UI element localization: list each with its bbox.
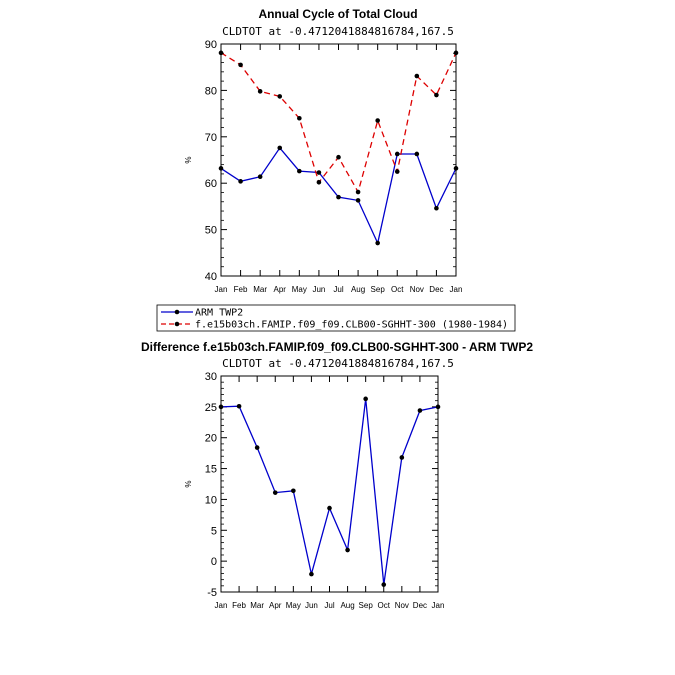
- chart1-ytick-label: 50: [205, 225, 217, 237]
- chart1-xtick-label-may: May: [292, 285, 307, 294]
- chart2-xtick-label-oct: Oct: [378, 601, 391, 610]
- chart1-series-0-point: [277, 145, 283, 151]
- chart1-series-1-point: [316, 179, 322, 185]
- legend-marker-model: [174, 321, 180, 327]
- chart1-xtick-label-nov: Nov: [410, 285, 424, 294]
- chart1-series-1-point: [277, 94, 283, 99]
- chart2-xtick-label-jan: Jan: [215, 601, 228, 610]
- chart2-series-0-point: [363, 396, 368, 402]
- chart2-series-line-0: [220, 398, 439, 585]
- chart2-subtitle: CLDTOT at -0.4712041884816784,167.5: [222, 357, 454, 370]
- chart1-xtick-label-mar: Mar: [253, 285, 267, 294]
- chart2-series-0-point: [272, 490, 278, 495]
- chart2-series-0-point: [435, 404, 441, 410]
- chart1-series-1-point: [257, 89, 263, 94]
- chart2-series-0-point: [254, 445, 260, 450]
- chart2-ytick-label: 0: [211, 556, 217, 568]
- chart2-series-0-point: [309, 571, 314, 577]
- chart2-ytick-label: -5: [207, 587, 217, 599]
- chart2-series-0-point: [291, 488, 296, 494]
- chart2-xtick-label-jul: Jul: [324, 601, 334, 610]
- chart2-frame: [220, 375, 439, 593]
- chart1-series-0-point: [218, 166, 224, 171]
- chart1-ylabel: %: [184, 156, 193, 163]
- chart1-series-0-point: [434, 205, 439, 211]
- chart1-series-0-point: [414, 151, 420, 157]
- chart1-subtitle: CLDTOT at -0.4712041884816784,167.5: [222, 25, 454, 38]
- chart1-series-0-point: [336, 194, 341, 200]
- legend-label-arm: ARM TWP2: [195, 308, 243, 319]
- legend-label-model: f.e15b03ch.FAMIP.f09_f09.CLB00-SGHHT-300…: [195, 320, 508, 331]
- chart1-series-1-point: [394, 169, 400, 174]
- chart1-xtick-label-sep: Sep: [371, 285, 386, 294]
- chart1-series-0-point: [238, 179, 243, 184]
- chart2-ytick-label: 20: [205, 433, 217, 445]
- chart1-series-1-point: [414, 73, 420, 79]
- chart2-xtick-label-apr: Apr: [269, 601, 282, 610]
- chart2-plot-area: -5 0 5 10 15 20 25 30 Jan Feb Mar Apr May Jun Jul Aug Se…: [205, 371, 445, 610]
- chart2-series-0-point: [327, 505, 332, 511]
- chart1-series-1-point: [375, 118, 380, 123]
- chart1-series-0-point: [297, 168, 302, 174]
- chart1-series-0-point: [375, 240, 380, 246]
- chart1-series-1-point: [297, 115, 302, 121]
- chart2-ytick-label: 5: [211, 525, 217, 537]
- chart1-xtick-label-dec: Dec: [429, 285, 443, 294]
- chart1-series-1-point: [434, 92, 439, 98]
- chart2-xtick-label-nov: Nov: [395, 601, 409, 610]
- chart1-series-1-point: [218, 50, 224, 56]
- chart1-ytick-label: 40: [205, 271, 217, 283]
- chart1-series-1-point: [453, 50, 459, 56]
- chart1-frame: [220, 43, 457, 277]
- chart2-series-0-point: [381, 582, 387, 587]
- chart1-ytick-label: 60: [205, 178, 217, 190]
- chart2-series-0-point: [218, 404, 224, 410]
- chart2-ytick-label: 30: [205, 371, 217, 383]
- chart2-ytick-label: 25: [205, 402, 217, 414]
- chart2-xtick-label-feb: Feb: [232, 601, 246, 610]
- chart2-xtick-label-jun: Jun: [305, 601, 318, 610]
- chart1-series-0-point: [257, 174, 263, 180]
- chart1-series-1-point: [355, 189, 361, 195]
- chart1-series-1-point: [238, 62, 243, 68]
- legend-marker-arm: [174, 309, 180, 315]
- chart2-xtick-label-jan: Jan: [432, 601, 445, 610]
- chart1-ytick-label: 70: [205, 132, 217, 144]
- chart1-xtick-label-jan: Jan: [215, 285, 228, 294]
- chart2-series-0-point: [399, 455, 405, 460]
- chart1-xtick-label-jun: Jun: [312, 285, 325, 294]
- chart2-ytick-label: 10: [205, 494, 217, 506]
- chart2-xtick-label-dec: Dec: [413, 601, 427, 610]
- chart2-series-0-point: [345, 547, 350, 553]
- chart1-series-0-point: [453, 166, 459, 171]
- chart1-xtick-label-jan: Jan: [450, 285, 463, 294]
- chart1-series-1-point: [336, 154, 341, 160]
- chart2-xtick-label-mar: Mar: [250, 601, 264, 610]
- legend-box: [156, 304, 516, 332]
- chart2-series-0-point: [417, 408, 423, 413]
- chart1-xtick-label-feb: Feb: [234, 285, 248, 294]
- chart1-plot-area: 40 50 60 70 80 90 Jan Feb Mar Apr May Jun Jul Aug Sep O…: [205, 39, 463, 294]
- chart1-series-0-point: [394, 151, 400, 157]
- chart1-xtick-label-oct: Oct: [391, 285, 404, 294]
- chart2-xtick-label-sep: Sep: [359, 601, 374, 610]
- chart1-ytick-label: 80: [205, 85, 217, 97]
- chart1-series-0-point: [355, 198, 361, 203]
- chart1-xtick-label-aug: Aug: [351, 285, 365, 294]
- chart1-xtick-label-apr: Apr: [274, 285, 287, 294]
- chart2-ylabel: %: [184, 480, 193, 487]
- chart1-series-line-1: [220, 52, 457, 194]
- chart1-title: Annual Cycle of Total Cloud: [258, 7, 417, 21]
- chart2-ytick-label: 15: [205, 464, 217, 476]
- chart1-ytick-label: 90: [205, 39, 217, 51]
- chart2-xtick-label-aug: Aug: [340, 601, 354, 610]
- chart1-legend: ARM TWP2 f.e15b03ch.FAMIP.f09_f09.CLB00-…: [156, 304, 516, 332]
- chart2-title: Difference f.e15b03ch.FAMIP.f09_f09.CLB0…: [141, 340, 533, 354]
- chart1-xtick-label-jul: Jul: [333, 285, 343, 294]
- chart2-xtick-label-may: May: [286, 601, 301, 610]
- chart1-series-0-point: [316, 170, 322, 175]
- chart2-series-0-point: [236, 403, 242, 409]
